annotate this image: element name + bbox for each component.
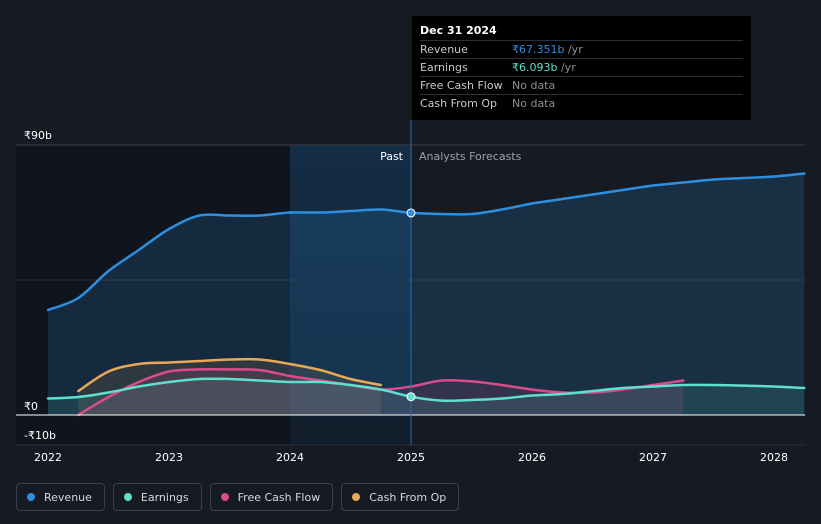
past-label: Past xyxy=(380,150,404,163)
legend-item-revenue[interactable]: Revenue xyxy=(16,483,105,511)
area-cash-from-op xyxy=(78,359,381,415)
marker-earnings xyxy=(406,392,416,402)
tooltip-row-cash-from-op: Cash From Op No data xyxy=(420,94,743,112)
legend-item-free-cash-flow[interactable]: Free Cash Flow xyxy=(209,483,334,511)
x-tick-label: 2028 xyxy=(760,451,788,464)
legend-label: Revenue xyxy=(44,490,92,504)
tooltip-unit: /yr xyxy=(564,43,583,56)
area-revenue xyxy=(48,173,805,415)
tooltip: Dec 31 2024 Revenue ₹67.351b /yr Earning… xyxy=(412,16,751,120)
legend-label: Free Cash Flow xyxy=(237,490,321,504)
y-tick-label: ₹90b xyxy=(24,129,52,142)
tooltip-unit: /yr xyxy=(557,61,576,74)
legend: Revenue Earnings Free Cash Flow Cash Fro… xyxy=(16,483,460,511)
series-line-earnings xyxy=(46,377,806,403)
legend-dot-icon xyxy=(352,493,361,501)
x-tick-label: 2026 xyxy=(518,451,546,464)
marker-revenue xyxy=(406,208,416,218)
y-tick-label: ₹0 xyxy=(24,400,38,413)
legend-dot-icon xyxy=(220,493,229,501)
tooltip-value-earnings: ₹6.093b xyxy=(512,61,558,74)
area-earnings xyxy=(48,378,805,415)
area-free-cash-flow xyxy=(78,369,684,415)
x-tick-label: 2027 xyxy=(639,451,667,464)
legend-dot-icon xyxy=(123,493,132,501)
tooltip-row-free-cash-flow: Free Cash Flow No data xyxy=(420,76,743,94)
tooltip-label: Earnings xyxy=(420,61,468,74)
legend-dot-icon xyxy=(27,493,35,501)
legend-item-cash-from-op[interactable]: Cash From Op xyxy=(341,483,460,511)
x-tick-label: 2023 xyxy=(155,451,183,464)
tooltip-date: Dec 31 2024 xyxy=(420,24,497,37)
legend-label: Earnings xyxy=(140,490,189,504)
tooltip-value-revenue: ₹67.351b xyxy=(512,43,565,56)
tooltip-value-free-cash-flow: No data xyxy=(512,79,556,92)
legend-label: Cash From Op xyxy=(369,490,447,504)
series-line-revenue xyxy=(46,172,806,312)
tooltip-row-earnings: Earnings ₹6.093b /yr xyxy=(420,58,743,76)
hover-band xyxy=(290,145,411,445)
tooltip-label: Revenue xyxy=(420,43,468,56)
forecast-label: Analysts Forecasts xyxy=(419,150,522,163)
legend-item-earnings[interactable]: Earnings xyxy=(112,483,202,511)
x-tick-label: 2025 xyxy=(397,451,425,464)
x-tick-label: 2024 xyxy=(276,451,304,464)
y-tick-label: -₹10b xyxy=(24,429,56,442)
tooltip-value-cash-from-op: No data xyxy=(512,97,556,110)
x-tick-label: 2022 xyxy=(34,451,62,464)
tooltip-label: Free Cash Flow xyxy=(420,79,503,92)
tooltip-row-revenue: Revenue ₹67.351b /yr xyxy=(420,40,743,58)
tooltip-label: Cash From Op xyxy=(420,97,498,110)
series-line-cash-from-op xyxy=(77,357,383,393)
